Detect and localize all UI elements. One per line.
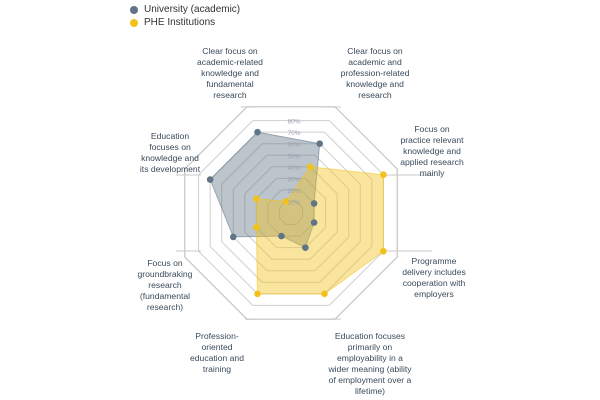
grid-ring: [232, 154, 350, 272]
axis-label-practice-applied: Focus on practice relevant knowledge and…: [400, 124, 464, 178]
grid-ring: [278, 200, 304, 226]
tick-label: 30%: [287, 176, 300, 183]
series-point: [306, 163, 314, 171]
grid-ring: [221, 143, 361, 283]
tick-label: 20%: [287, 188, 300, 195]
tick-label: 40%: [287, 165, 300, 172]
series-point: [282, 198, 290, 205]
grid-ring: [198, 120, 384, 306]
series-point: [321, 290, 328, 298]
axis-label-profession-oriented: Profession- oriented education and train…: [190, 331, 244, 374]
legend-marker-university: [130, 5, 138, 14]
series-point: [254, 128, 261, 136]
series-point: [380, 247, 387, 255]
legend-label-university: University (academic): [144, 4, 241, 15]
series-point: [278, 232, 285, 240]
tick-label: 60%: [287, 142, 300, 149]
series-point: [380, 171, 387, 179]
axis-label-employer-cooperation: Programme delivery includes cooperation …: [402, 256, 466, 299]
legend-item-university: University (academic): [130, 3, 240, 16]
series-point: [253, 224, 260, 231]
series-point: [229, 233, 237, 241]
grid-ring: [244, 166, 338, 260]
axis-label-fundamental-research: Focus on groundbraking research (fundame…: [137, 258, 193, 312]
tick-label: 10%: [287, 199, 300, 206]
axis-label-academic-knowledge: Clear focus on academic-related knowledg…: [197, 46, 263, 100]
tick-label: 80%: [287, 119, 300, 126]
legend-marker-phe: [130, 18, 138, 27]
series-point: [310, 200, 318, 207]
series-point: [254, 290, 261, 298]
legend: University (academic) PHE Institutions: [130, 3, 240, 29]
tick-label: 50%: [287, 153, 300, 160]
axis-label-academic-profession: Clear focus on academic and profession-r…: [340, 46, 410, 100]
axis-label-employability: Education focuses primarily on employabi…: [328, 331, 412, 396]
series-point: [316, 140, 324, 148]
legend-label-phe: PHE Institutions: [144, 17, 216, 28]
series-point: [310, 219, 318, 226]
tick-label: 70%: [287, 130, 300, 137]
axis-label-knowledge-development: Education focuses on knowledge and its d…: [139, 131, 201, 174]
series-point: [253, 195, 260, 202]
legend-item-phe: PHE Institutions: [130, 16, 240, 29]
grid-ring: [267, 189, 315, 237]
series-point: [302, 244, 309, 251]
series-point: [206, 176, 214, 183]
